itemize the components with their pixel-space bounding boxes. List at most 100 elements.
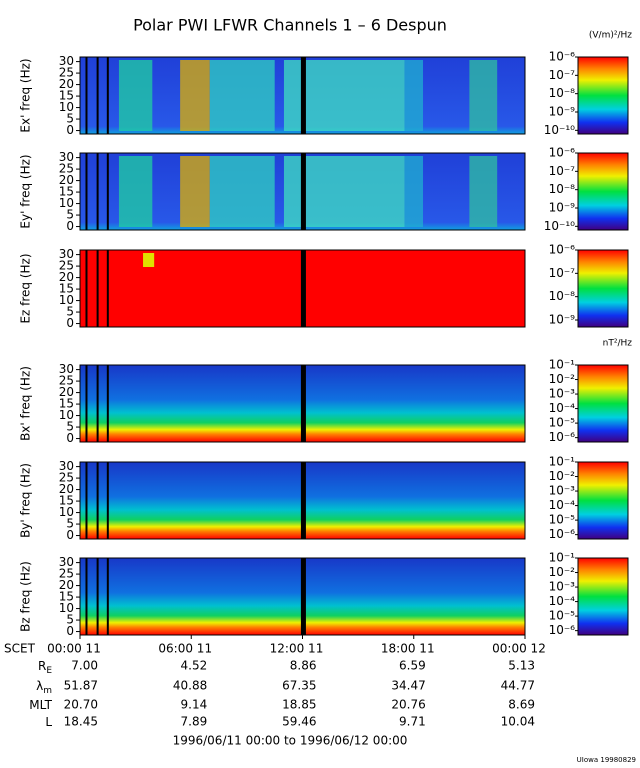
y-tick-label: 5 <box>66 112 74 126</box>
y-axis-label: Bx' freq (Hz) <box>19 366 33 441</box>
data-gap <box>96 462 99 539</box>
colorbar-tick-label: 10⁻⁴ <box>549 594 576 608</box>
colorbar-tick-label: 10⁻¹⁰ <box>544 219 575 233</box>
y-tick-label: 5 <box>66 208 74 222</box>
ephemeris-value: 10.04 <box>501 715 535 729</box>
colorbar-tick-label: 10⁻⁶ <box>549 623 576 637</box>
y-tick-label: 10 <box>59 196 74 210</box>
colorbar-tick-label: 10⁻⁸ <box>549 289 576 303</box>
ephemeris-value: 7.89 <box>181 715 208 729</box>
data-gap <box>300 153 306 230</box>
data-gap <box>300 250 306 327</box>
spectrogram-burst <box>209 156 275 227</box>
y-tick-label: 15 <box>59 494 74 508</box>
x-tick-label: 00:00 11 <box>47 642 101 656</box>
ephemeris-label-sub: m <box>43 686 52 696</box>
colorbar-tick-label: 10⁻⁷ <box>549 266 576 280</box>
x-tick-label: 18:00 11 <box>381 642 435 656</box>
y-tick-label: 20 <box>59 482 74 496</box>
ephemeris-label: MLT <box>29 698 52 712</box>
y-axis-label: Ey' freq (Hz) <box>19 154 33 228</box>
x-tick-label: 06:00 11 <box>158 642 212 656</box>
colorbar-tick-label: 10⁻¹ <box>549 455 576 469</box>
data-gap <box>85 57 88 134</box>
data-gap <box>300 558 306 635</box>
spectrogram-burst <box>118 60 153 131</box>
y-tick-label: 5 <box>66 613 74 627</box>
y-tick-label: 10 <box>59 601 74 615</box>
colorbar-tick-label: 10⁻¹⁰ <box>544 123 575 137</box>
y-tick-label: 20 <box>59 173 74 187</box>
colorbar-tick-label: 10⁻³ <box>549 484 576 498</box>
y-tick-label: 25 <box>59 66 74 80</box>
data-gap <box>85 153 88 230</box>
colorbar-tick-label: 10⁻¹ <box>549 358 576 372</box>
colorbar-tick-label: 10⁻⁹ <box>549 313 576 327</box>
data-gap <box>106 365 109 442</box>
y-tick-label: 0 <box>66 316 74 330</box>
x-tick-label: 00:00 12 <box>492 642 546 656</box>
ephemeris-value: 18.85 <box>282 698 316 712</box>
ephemeris-label-main: R <box>38 659 46 673</box>
data-gap <box>85 558 88 635</box>
ephemeris-value: 51.87 <box>64 679 98 693</box>
footer: UIowa 19980829 <box>577 756 636 764</box>
colorbar <box>577 56 629 135</box>
colorbar-tick-label: 10⁻³ <box>549 580 576 594</box>
colorbar-tick-label: 10⁻⁶ <box>549 243 576 257</box>
data-gap <box>106 462 109 539</box>
spectrogram-burst <box>404 156 424 227</box>
colorbar-tick-label: 10⁻⁸ <box>549 182 576 196</box>
colorbar <box>577 461 629 540</box>
y-tick-label: 0 <box>66 624 74 638</box>
y-tick-label: 10 <box>59 293 74 307</box>
spectrogram-burst <box>209 60 275 131</box>
y-tick-label: 5 <box>66 305 74 319</box>
ephemeris-value: 20.76 <box>391 698 425 712</box>
y-tick-label: 30 <box>59 150 74 164</box>
data-gap <box>300 462 306 539</box>
y-tick-label: 15 <box>59 282 74 296</box>
y-tick-label: 10 <box>59 505 74 519</box>
data-gap <box>96 365 99 442</box>
ephemeris-value: 4.52 <box>181 659 208 673</box>
ephemeris-value: 8.69 <box>508 698 535 712</box>
ephemeris-value: 9.71 <box>399 715 426 729</box>
colorbar <box>577 364 629 443</box>
data-gap <box>300 57 306 134</box>
y-tick-label: 30 <box>59 555 74 569</box>
colorbar-unit: (V/m)²/Hz <box>589 31 632 41</box>
x-axis-label: SCET <box>4 642 36 656</box>
data-gap <box>106 153 109 230</box>
data-gap <box>300 365 306 442</box>
spectrogram-burst <box>404 60 424 131</box>
y-tick-label: 20 <box>59 270 74 284</box>
y-tick-label: 10 <box>59 100 74 114</box>
y-axis-label: Ez freq (Hz) <box>19 253 33 323</box>
ephemeris-value: 5.13 <box>508 659 535 673</box>
y-tick-label: 25 <box>59 567 74 581</box>
panel-frame <box>79 364 526 443</box>
y-tick-label: 0 <box>66 528 74 542</box>
ephemeris-value: 7.00 <box>71 659 98 673</box>
colorbar-tick-label: 10⁻¹ <box>549 551 576 565</box>
colorbar-tick-label: 10⁻⁶ <box>549 50 576 64</box>
data-gap <box>96 250 99 327</box>
spectrogram-burst <box>180 60 210 131</box>
ephemeris-label: λm <box>36 679 52 696</box>
spectrogram-burst <box>469 60 498 131</box>
colorbar-tick-label: 10⁻⁹ <box>549 105 576 119</box>
colorbar-tick-label: 10⁻⁶ <box>549 527 576 541</box>
ephemeris-value: 67.35 <box>282 679 316 693</box>
data-gap <box>96 153 99 230</box>
panel-frame <box>79 56 526 135</box>
y-tick-label: 15 <box>59 590 74 604</box>
colorbar-tick-label: 10⁻⁵ <box>549 513 576 527</box>
y-tick-label: 30 <box>59 459 74 473</box>
spectrogram-burst <box>180 156 210 227</box>
spectrogram-burst <box>118 156 153 227</box>
colorbar-tick-label: 10⁻⁵ <box>549 609 576 623</box>
y-tick-label: 0 <box>66 219 74 233</box>
y-tick-label: 5 <box>66 420 74 434</box>
colorbar-tick-label: 10⁻⁶ <box>549 430 576 444</box>
